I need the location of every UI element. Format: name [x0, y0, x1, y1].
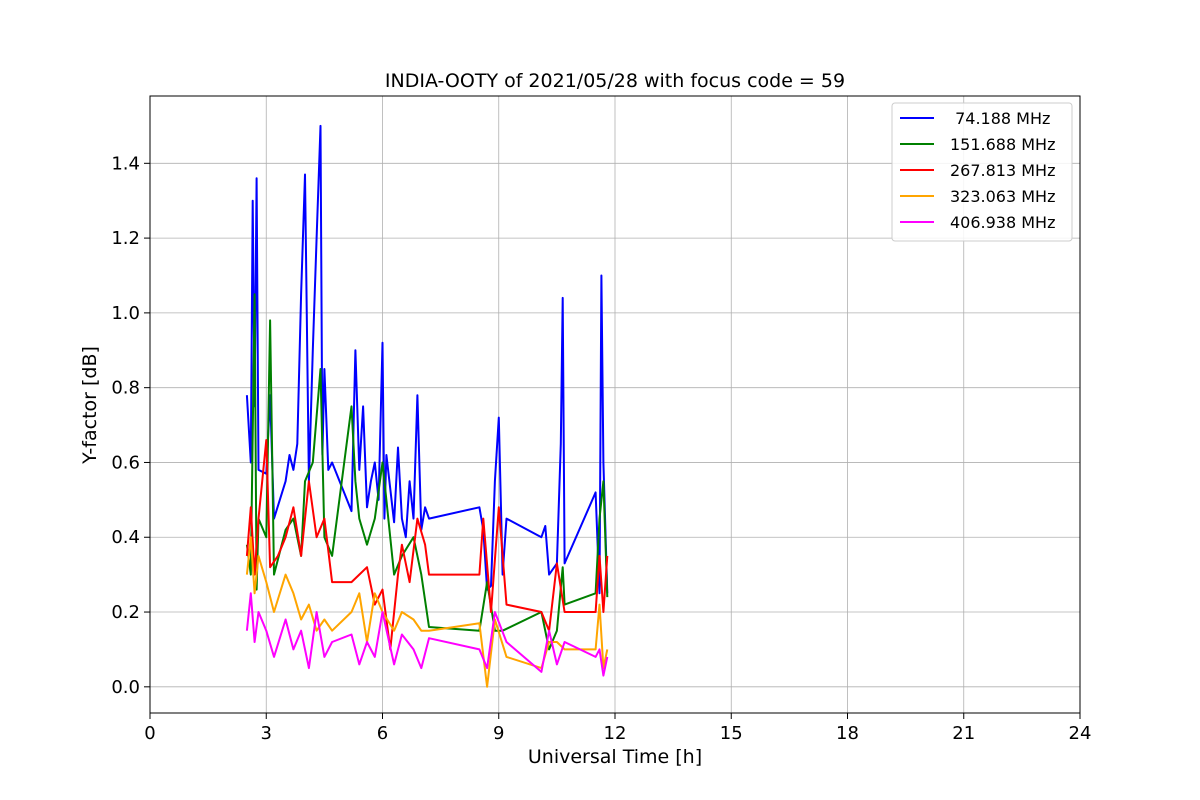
legend-label: 151.688 MHz: [950, 135, 1055, 154]
series-line-4: [245, 592, 609, 677]
y-axis: 0.0 0.2 0.4 0.6 0.8 1.0 1.2 1.4: [111, 153, 150, 698]
y-tick-label: 0.6: [111, 452, 140, 473]
x-tick-label: 3: [261, 723, 272, 744]
y-tick-label: 1.4: [111, 153, 140, 174]
y-axis-label: Y-factor [dB]: [79, 346, 101, 465]
y-tick-label: 1.2: [111, 228, 140, 249]
chart-title: INDIA-OOTY of 2021/05/28 with focus code…: [385, 70, 845, 92]
x-tick-label: 24: [1069, 723, 1092, 744]
series-line-0: [245, 124, 609, 595]
legend-frame: [891, 102, 1073, 242]
y-tick-label: 0.8: [111, 378, 140, 399]
x-tick-label: 15: [720, 723, 743, 744]
y-tick-label: 0.0: [111, 677, 140, 698]
series-layer: [245, 124, 609, 688]
y-tick-label: 0.2: [111, 602, 140, 623]
legend: 74.188 MHz 151.688 MHz 267.813 MHz 323.063 …: [891, 102, 1073, 242]
y-tick-label: 0.4: [111, 527, 140, 548]
x-axis-label: Universal Time [h]: [528, 746, 702, 768]
series-line-1: [245, 293, 609, 651]
legend-label: 323.063 MHz: [950, 187, 1055, 206]
x-tick-label: 12: [604, 723, 627, 744]
x-tick-label: 6: [377, 723, 388, 744]
legend-label: 74.188 MHz: [950, 109, 1050, 128]
x-tick-label: 0: [144, 723, 155, 744]
x-tick-label: 9: [493, 723, 504, 744]
legend-label: 406.938 MHz: [950, 213, 1055, 232]
x-tick-label: 21: [952, 723, 975, 744]
y-tick-label: 1.0: [111, 303, 140, 324]
legend-label: 267.813 MHz: [950, 161, 1055, 180]
x-tick-label: 18: [836, 723, 859, 744]
x-axis: 0 3 6 9 12 15 18 21 24: [144, 713, 1091, 744]
